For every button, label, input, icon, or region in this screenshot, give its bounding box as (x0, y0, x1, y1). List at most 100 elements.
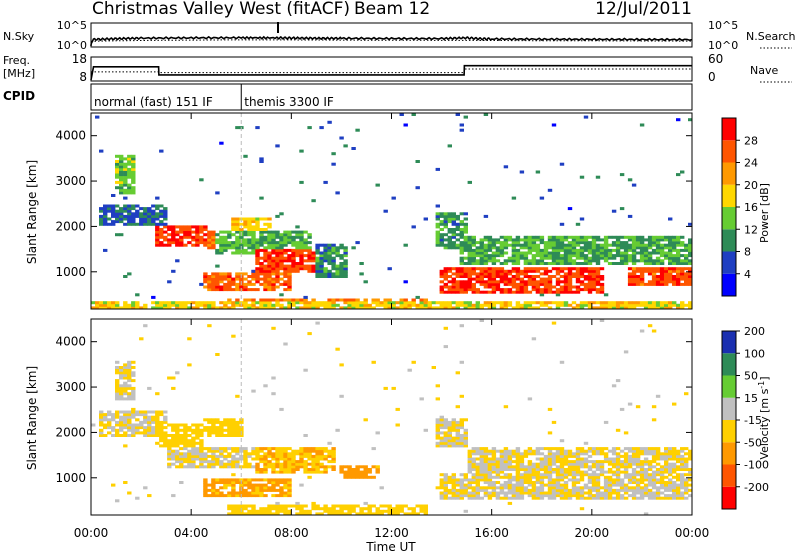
power-cell (123, 196, 128, 200)
velocity-cell (491, 447, 497, 451)
power-cell (119, 178, 124, 182)
velocity-cell (363, 465, 368, 469)
velocity-cell (619, 496, 625, 500)
power-cell (115, 167, 120, 171)
velocity-cell (119, 434, 124, 437)
velocity-cell (311, 460, 316, 464)
velocity-cell (227, 423, 232, 427)
velocity-cell (107, 426, 112, 430)
velocity-cell (587, 481, 593, 484)
power-cell (335, 246, 340, 250)
power-cell (151, 214, 156, 218)
power-cell (651, 262, 657, 265)
velocity-cell (271, 488, 276, 492)
velocity-cell (503, 460, 509, 464)
power-cell (275, 259, 280, 263)
velocity-cell (647, 324, 653, 328)
power-cell (375, 183, 380, 187)
velocity-cell (672, 468, 677, 471)
power-cell (551, 243, 557, 247)
velocity-cell (459, 473, 464, 477)
velocity-cell (495, 470, 501, 474)
velocity-cell (680, 457, 685, 461)
power-cell (363, 280, 368, 284)
power-cell (275, 285, 280, 289)
velocity-cell (279, 457, 284, 461)
velocity-cell (99, 431, 104, 435)
power-cell (211, 241, 216, 245)
velocity-cell (563, 488, 569, 492)
power-cell (676, 243, 681, 247)
velocity-cell (523, 470, 529, 474)
velocity-cell (107, 413, 112, 417)
velocity-cell (135, 426, 140, 430)
velocity-cell (303, 434, 308, 437)
velocity-cell (123, 418, 128, 422)
power-cell (143, 209, 148, 213)
velocity-cell (119, 366, 124, 369)
velocity-cell (539, 462, 545, 466)
power-cell (519, 303, 525, 307)
power-cell (127, 167, 132, 171)
power-cell (639, 254, 645, 258)
velocity-cell (267, 507, 272, 511)
velocity-cell (479, 447, 484, 451)
velocity-cell (567, 470, 573, 474)
velocity-cell (307, 470, 312, 474)
power-cell (159, 233, 164, 237)
noise-sky-line (90, 35, 693, 47)
power-cell (259, 303, 264, 307)
velocity-cell (599, 462, 605, 466)
y-tick-label: 3000 (55, 380, 86, 394)
power-cell (215, 233, 220, 237)
power-cell (523, 288, 529, 292)
velocity-cell (519, 494, 525, 498)
velocity-cell (283, 462, 288, 466)
power-cell (215, 275, 220, 278)
power-cell (651, 280, 657, 284)
power-cell (299, 235, 304, 239)
velocity-cell (155, 415, 160, 419)
velocity-cell (191, 431, 196, 435)
power-cell (531, 269, 537, 273)
power-cell (103, 214, 108, 218)
power-cell (151, 301, 156, 305)
velocity-cell (559, 360, 565, 364)
velocity-cell (631, 454, 637, 458)
power-cell (295, 241, 300, 245)
power-cell (415, 295, 420, 299)
power-cell (519, 288, 525, 292)
power-cell (347, 301, 352, 305)
power-cell (587, 285, 593, 289)
velocity-cell (383, 386, 388, 390)
velocity-cell (371, 504, 376, 508)
velocity-cell (483, 452, 489, 456)
velocity-cell (435, 397, 440, 401)
power-cell (331, 256, 336, 260)
velocity-cell (664, 465, 669, 469)
velocity-cell (599, 452, 605, 456)
power-cell (355, 303, 360, 307)
power-cell (291, 256, 296, 260)
velocity-cell (179, 447, 184, 451)
velocity-cell (195, 436, 200, 440)
velocity-cell (187, 444, 192, 448)
velocity-cell (459, 483, 464, 487)
power-cell (339, 254, 344, 258)
power-cell (664, 254, 669, 258)
power-cell (203, 233, 208, 237)
velocity-cell (283, 509, 288, 513)
velocity-cell (171, 494, 176, 498)
power-cell (259, 262, 264, 265)
velocity-cell (555, 460, 561, 464)
velocity-cell (571, 460, 577, 464)
velocity-cell (491, 470, 497, 474)
power-cell (491, 301, 497, 305)
velocity-cell (435, 486, 440, 490)
velocity-cell (271, 494, 276, 498)
power-cell (147, 212, 152, 216)
velocity-cell (167, 376, 172, 380)
velocity-cell (235, 394, 240, 398)
velocity-cell (603, 457, 609, 461)
velocity-cell (191, 454, 196, 458)
